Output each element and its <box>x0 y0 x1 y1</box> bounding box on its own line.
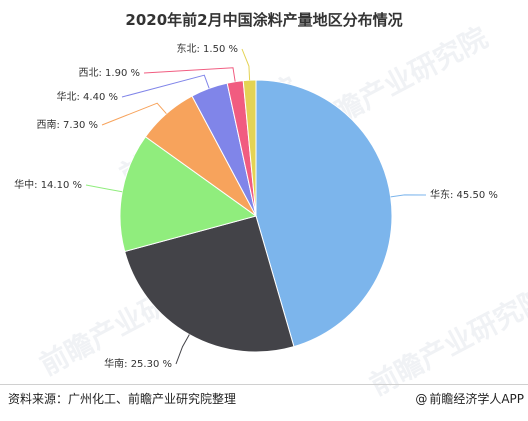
slice-label-西南: 西南: 7.30 % <box>37 118 99 131</box>
brand-credit: @ 前瞻经济学人APP <box>415 390 524 407</box>
leader-line-华东 <box>390 194 427 198</box>
slice-label-西北: 西北: 1.90 % <box>79 67 141 79</box>
footer-divider <box>0 384 528 385</box>
pie-slices <box>119 79 393 353</box>
slice-label-华东: 华东: 45.50 % <box>430 188 498 201</box>
leader-line-西南 <box>101 102 167 126</box>
pie-slice-华东 <box>255 79 393 348</box>
pie-slice-华南 <box>124 215 295 353</box>
pie-slice-华中 <box>119 136 258 253</box>
brand-name: 前瞻经济学人APP <box>429 392 524 406</box>
slice-labels: 华东: 45.50 % 华南: 25.30 % 华中: 14.10 % 西南: 7.3… <box>14 42 498 370</box>
pie-slice-东北 <box>242 79 257 217</box>
slice-label-华北: 华北: 4.40 % <box>57 90 119 103</box>
leader-line-华南 <box>175 334 190 365</box>
leader-line-西北 <box>143 67 236 82</box>
leader-line-华中 <box>85 184 123 193</box>
slice-label-华南: 华南: 25.30 % <box>104 357 172 370</box>
source-note: 资料来源：广州化工、前瞻产业研究院整理 <box>8 392 237 406</box>
leader-lines <box>85 48 427 365</box>
leader-line-东北 <box>241 48 251 81</box>
slice-label-东北: 东北: 1.50 % <box>177 42 239 55</box>
slice-label-华中: 华中: 14.10 % <box>14 178 82 191</box>
at-icon: @ <box>415 392 428 406</box>
leader-line-华北 <box>121 74 210 98</box>
chart-title: 2020年前2月中国涂料产量地区分布情况 <box>125 11 403 29</box>
